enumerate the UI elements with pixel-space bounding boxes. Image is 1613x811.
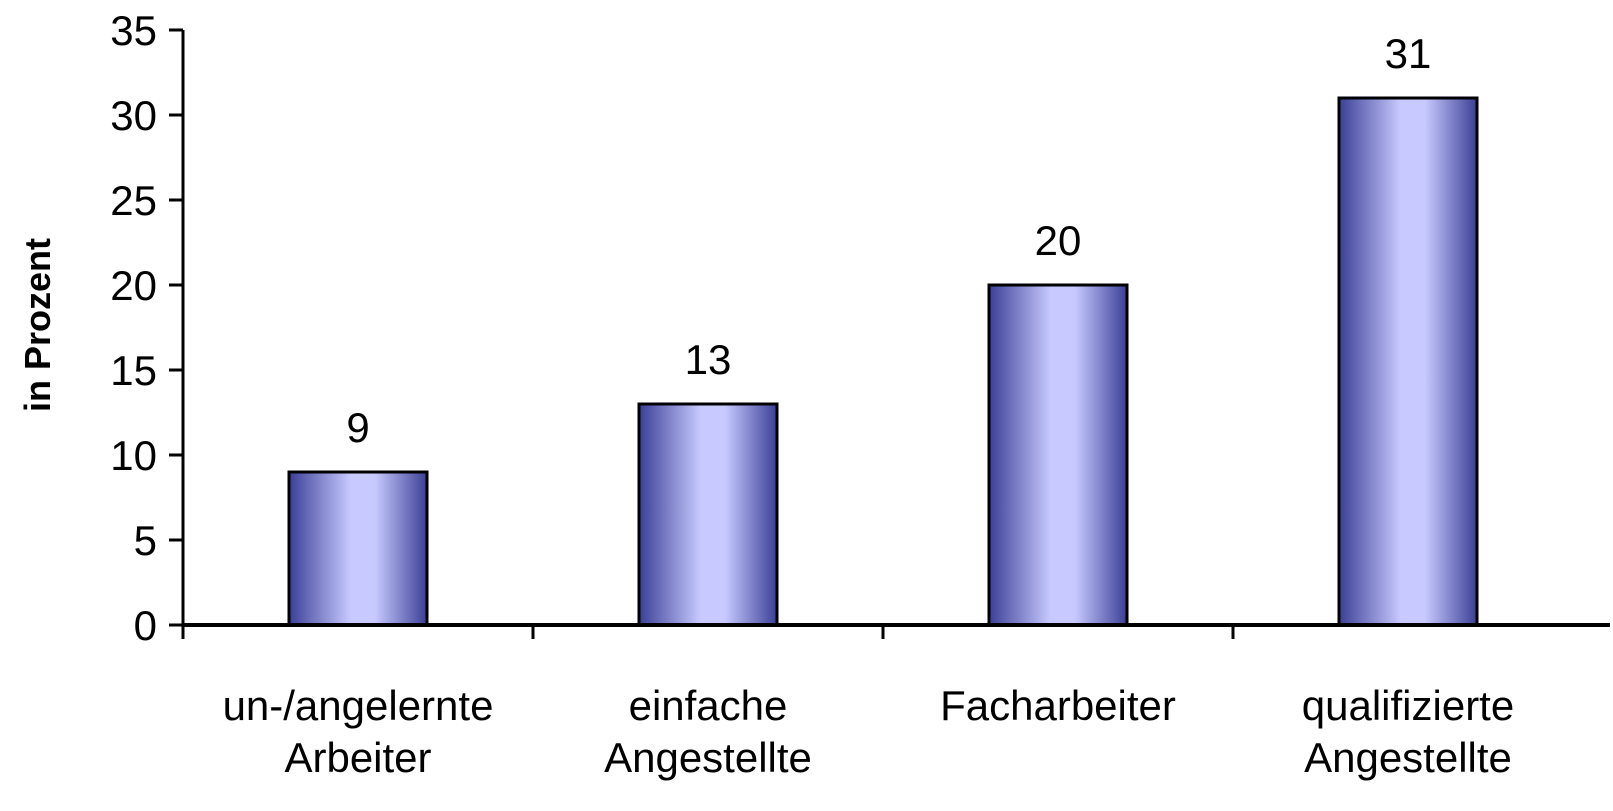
x-category-label-line: Angestellte — [1304, 734, 1512, 781]
y-tick-label: 20 — [110, 262, 157, 309]
y-tick-label: 5 — [134, 517, 157, 564]
x-category-label-line: qualifizierte — [1302, 682, 1514, 729]
y-tick-label: 10 — [110, 432, 157, 479]
x-category-label-line: Angestellte — [604, 734, 812, 781]
bar — [637, 402, 779, 627]
data-label: 20 — [1035, 217, 1082, 264]
x-category-label: einfache Angestellte — [604, 682, 812, 781]
x-category-label-line: einfache — [629, 682, 788, 729]
data-label: 9 — [346, 404, 369, 451]
bar — [287, 470, 429, 627]
x-category-label-line: Facharbeiter — [940, 682, 1176, 729]
y-tick-label: 25 — [110, 177, 157, 224]
y-axis-title: in Prozent — [17, 238, 58, 412]
y-tick-label: 35 — [110, 7, 157, 54]
x-category-label: Facharbeiter — [940, 682, 1176, 729]
data-label: 31 — [1385, 30, 1432, 77]
y-tick-label: 30 — [110, 92, 157, 139]
bar — [987, 283, 1129, 627]
bar — [1337, 96, 1479, 627]
x-category-label-line: Arbeiter — [284, 734, 431, 781]
y-tick-label: 15 — [110, 347, 157, 394]
data-label: 13 — [685, 336, 732, 383]
x-category-label-line: un-/angelernte — [223, 682, 494, 729]
x-category-label: qualifizierte Angestellte — [1302, 682, 1514, 781]
y-tick-label: 0 — [134, 602, 157, 649]
x-category-label: un-/angelernte Arbeiter — [223, 682, 494, 781]
